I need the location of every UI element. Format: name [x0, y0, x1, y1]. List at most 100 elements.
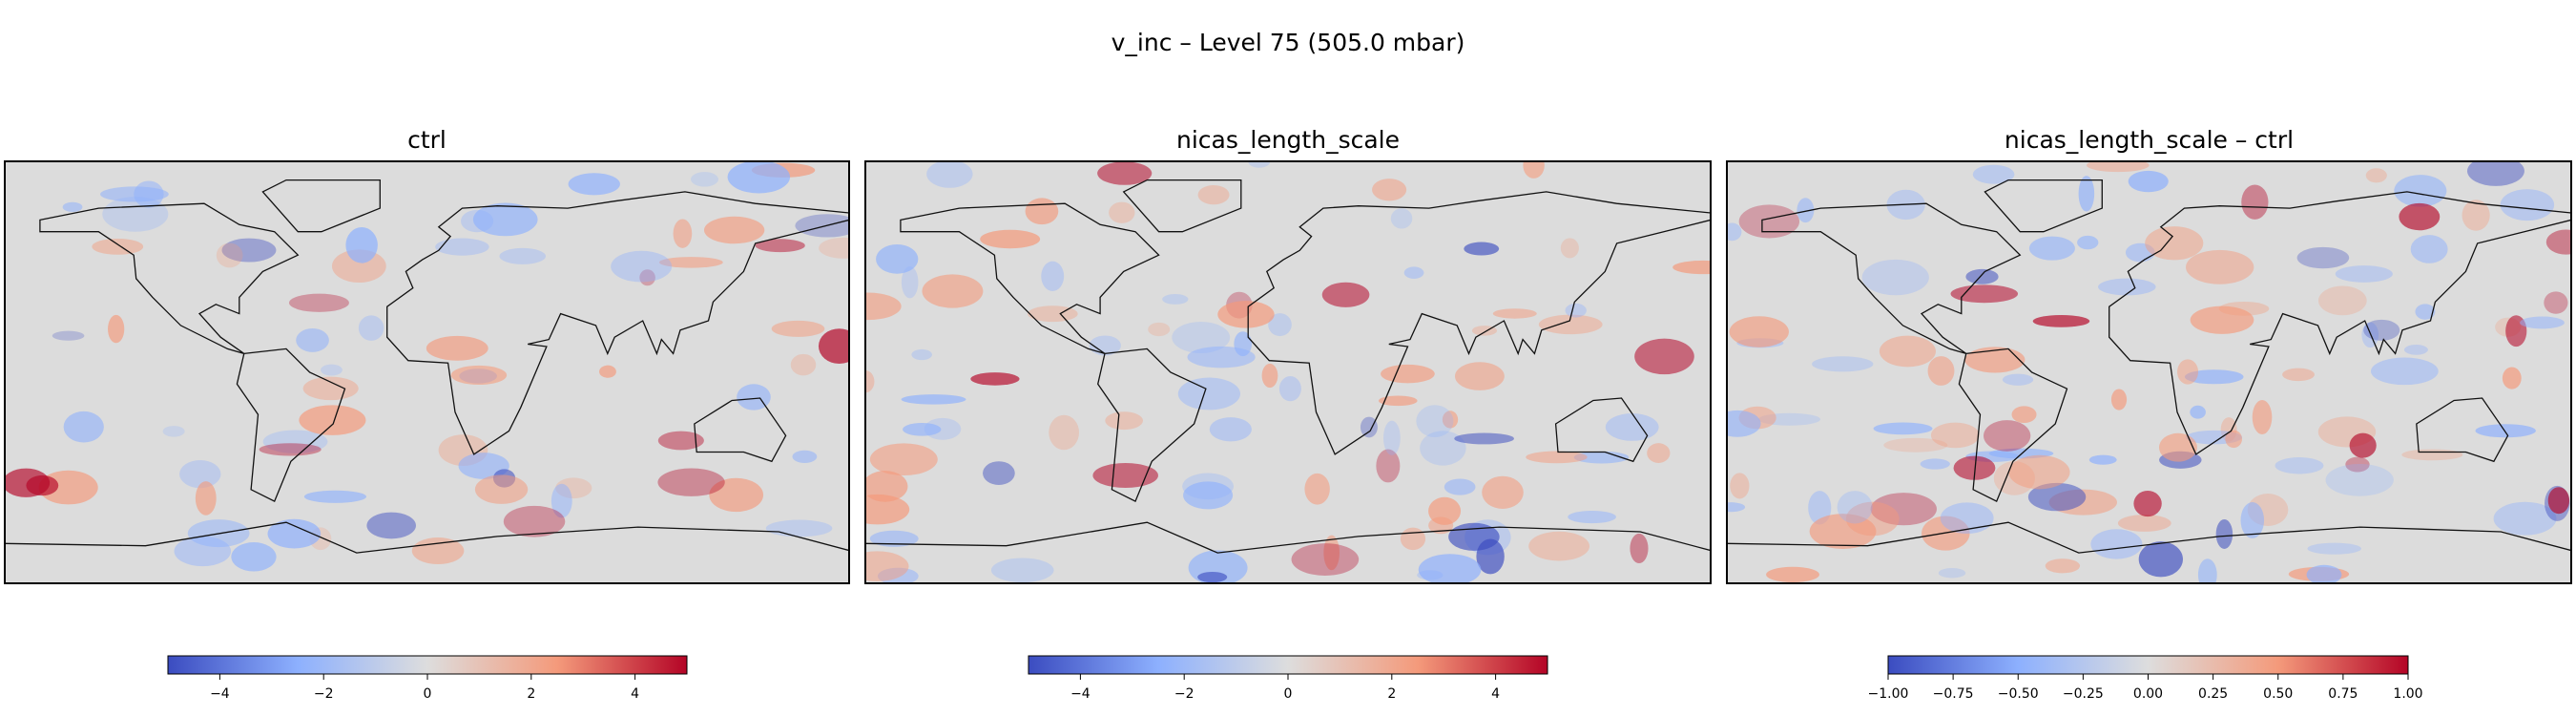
coastline: [2416, 397, 2509, 463]
coastline: [1958, 347, 2068, 502]
anomaly-blob: [1634, 338, 1694, 375]
coastline: [386, 191, 849, 455]
coastline: [2109, 191, 2571, 455]
anomaly-blob: [503, 505, 566, 537]
coastline: [39, 202, 300, 355]
anomaly-blob: [2410, 235, 2448, 263]
anomaly-blob: [2500, 189, 2555, 221]
anomaly-blob: [303, 490, 366, 503]
anomaly-blob: [1442, 411, 1459, 429]
anomaly-blob: [1089, 335, 1121, 356]
anomaly-blob: [703, 216, 765, 244]
anomaly-blob: [2545, 229, 2571, 255]
anomaly-blob: [1278, 375, 1301, 402]
anomaly-blob: [876, 243, 919, 274]
colorbar-tick-label: −0.75: [1933, 686, 1974, 702]
anomaly-blob: [1526, 451, 1588, 464]
anomaly-blob: [1428, 496, 1462, 525]
anomaly-blob: [551, 483, 572, 518]
anomaly-blob: [1482, 475, 1524, 509]
anomaly-blob: [174, 536, 232, 567]
anomaly-blob: [2394, 175, 2447, 207]
anomaly-blob: [358, 315, 384, 341]
anomaly-blob: [62, 201, 83, 212]
anomaly-blob: [1092, 462, 1158, 488]
anomaly-blob: [2138, 541, 2183, 578]
anomaly-blob: [1197, 571, 1228, 583]
anomaly-blob: [639, 269, 655, 286]
colorbar-tick-label: 2: [527, 686, 535, 702]
anomaly-blob: [2028, 236, 2075, 261]
anomaly-blob: [1268, 313, 1292, 337]
anomaly-blob: [102, 196, 169, 232]
anomaly-blob: [2215, 518, 2233, 549]
anomaly-blob: [795, 214, 849, 238]
anomaly-blob: [1197, 184, 1230, 205]
anomaly-blob: [1953, 455, 1996, 480]
anomaly-blob: [1727, 410, 1761, 437]
anomaly-blob: [2008, 454, 2070, 490]
anomaly-blob: [2002, 373, 2034, 386]
anomaly-blob: [1403, 266, 1424, 280]
anomaly-blob: [1861, 259, 1929, 296]
anomaly-blob: [1560, 238, 1579, 259]
map-frame: [864, 160, 1712, 584]
anomaly-blob: [1162, 294, 1189, 305]
anomaly-blob: [1172, 321, 1231, 353]
anomaly-blob: [411, 537, 465, 565]
anomaly-blob: [2087, 161, 2150, 173]
anomaly-blob: [2190, 405, 2206, 419]
anomaly-blob: [568, 173, 620, 196]
anomaly-blob: [1183, 481, 1234, 510]
anomaly-blob: [922, 274, 984, 308]
anomaly-blob: [2345, 456, 2370, 473]
anomaly-blob: [267, 518, 322, 549]
colorbar-tick-label: −0.25: [2063, 686, 2104, 702]
anomaly-blob: [2240, 502, 2265, 538]
anomaly-blob: [1049, 414, 1080, 451]
coastline: [1122, 179, 1242, 233]
anomaly-blob: [1808, 491, 1832, 525]
anomaly-blob: [983, 461, 1015, 485]
anomaly-blob: [1148, 322, 1171, 337]
anomaly-blob: [2325, 463, 2394, 496]
anomaly-blob: [474, 474, 529, 504]
anomaly-blob: [1766, 566, 1819, 582]
anomaly-blob: [790, 353, 817, 376]
anomaly-blob: [2467, 161, 2524, 186]
anomaly-blob: [765, 519, 833, 537]
anomaly-blob: [1950, 284, 2019, 304]
anomaly-blob: [771, 320, 825, 337]
anomaly-blob: [216, 242, 243, 268]
anomaly-blob: [2128, 170, 2169, 193]
coastline: [1554, 397, 1649, 463]
anomaly-blob: [1248, 161, 1271, 168]
colorbar-tick-label: 0.00: [2133, 686, 2163, 702]
anomaly-blob: [1025, 198, 1059, 225]
anomaly-blob: [1177, 377, 1241, 411]
map-field: [1727, 161, 2571, 583]
anomaly-blob: [659, 257, 723, 268]
colorbar-tick-label: −2: [314, 686, 334, 702]
colorbar-tick-label: 0.75: [2328, 686, 2358, 702]
anomaly-blob: [865, 551, 909, 581]
anomaly-blob: [1930, 422, 1980, 449]
anomaly-blob: [1845, 501, 1900, 537]
anomaly-blob: [1528, 531, 1590, 561]
anomaly-blob: [865, 369, 875, 393]
anomaly-blob: [2520, 316, 2565, 329]
colorbar: [1028, 655, 1548, 675]
anomaly-blob: [901, 394, 966, 405]
colorbar-tick-label: −0.50: [1998, 686, 2039, 702]
anomaly-blob: [1984, 420, 2031, 452]
anomaly-blob: [2045, 558, 2081, 574]
colorbar-tick-label: 0: [1284, 686, 1293, 702]
anomaly-blob: [869, 443, 938, 476]
figure-title: v_inc – Level 75 (505.0 mbar): [1111, 29, 1465, 56]
anomaly-blob: [1565, 303, 1587, 318]
anomaly-blob: [555, 477, 592, 499]
anomaly-blob: [755, 239, 805, 253]
anomaly-blob: [2186, 249, 2254, 284]
anomaly-blob: [657, 468, 725, 496]
